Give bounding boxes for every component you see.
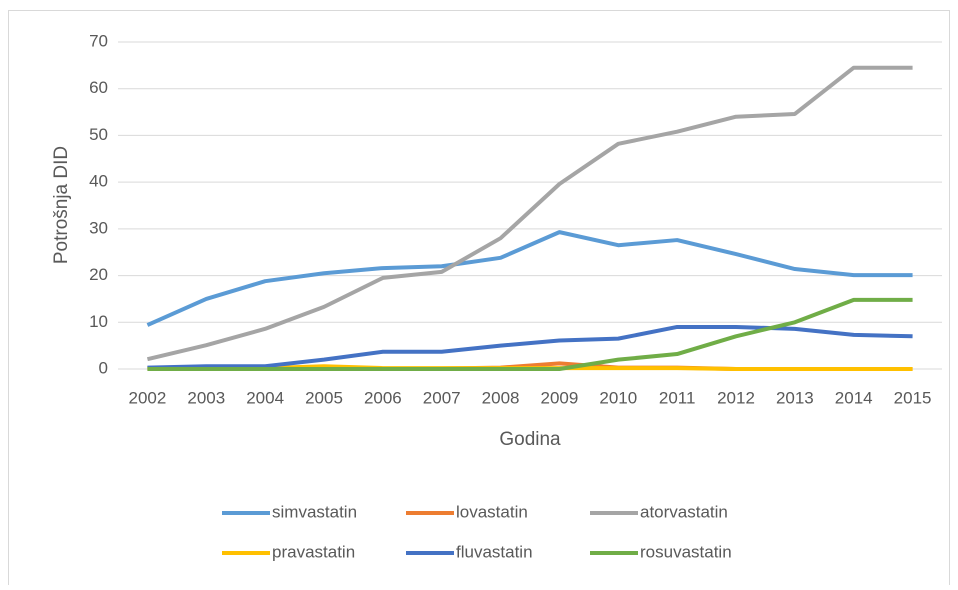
x-tick-label: 2010 <box>599 388 637 407</box>
y-tick-label: 70 <box>89 31 108 50</box>
y-tick-label: 0 <box>99 358 108 377</box>
x-tick-label: 2005 <box>305 388 343 407</box>
y-tick-label: 60 <box>89 78 108 97</box>
x-axis-title: Godina <box>499 429 561 450</box>
x-tick-label: 2011 <box>659 388 696 407</box>
y-tick-label: 30 <box>89 218 108 237</box>
x-tick-label: 2013 <box>776 388 814 407</box>
x-tick-label: 2007 <box>423 388 461 407</box>
x-tick-label: 2012 <box>717 388 755 407</box>
chart-frame <box>8 10 950 590</box>
legend-label: rosuvastatin <box>640 542 732 561</box>
y-tick-label: 10 <box>89 312 108 331</box>
series-line <box>147 324 913 370</box>
legend-label: atorvastatin <box>640 502 728 521</box>
legend-label: fluvastatin <box>456 542 533 561</box>
legend-label: lovastatin <box>456 502 528 521</box>
series-line <box>146 65 913 362</box>
series-line <box>146 230 913 327</box>
x-tick-label: 2003 <box>187 388 225 407</box>
y-axis-title: Potrošnja DID <box>51 146 72 264</box>
x-tick-label: 2015 <box>894 388 932 407</box>
x-tick-label: 2014 <box>835 388 873 407</box>
legend-label: pravastatin <box>272 542 355 561</box>
y-tick-label: 20 <box>89 265 108 284</box>
x-tick-label: 2004 <box>246 388 284 407</box>
x-tick-label: 2009 <box>541 388 579 407</box>
y-tick-label: 50 <box>89 125 108 144</box>
y-tick-label: 40 <box>89 172 108 191</box>
x-tick-label: 2002 <box>129 388 167 407</box>
series-line <box>147 297 913 371</box>
x-tick-label: 2006 <box>364 388 402 407</box>
x-tick-label: 2008 <box>482 388 520 407</box>
legend-label: simvastatin <box>272 502 357 521</box>
